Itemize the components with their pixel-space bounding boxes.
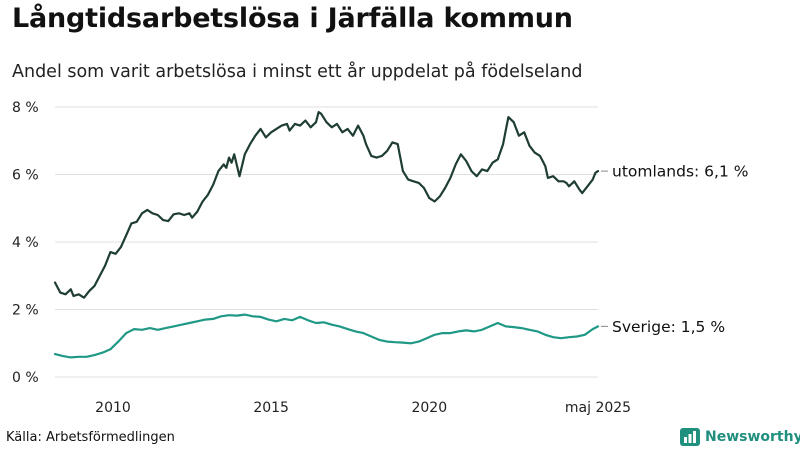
series-line-utomlands — [53, 111, 600, 299]
y-tick-label: 8 % — [12, 100, 39, 116]
y-tick-label: 0 % — [12, 370, 39, 386]
brand-logo: Newsworthy — [680, 427, 800, 447]
series-end-labels: utomlands: 6,1 % Sverige: 1,5 % — [601, 163, 748, 336]
y-tick-label: 4 % — [12, 235, 39, 251]
source-credit: Källa: Arbetsförmedlingen — [6, 430, 175, 445]
x-axis-ticks: 2010 2015 2020 maj 2025 — [95, 400, 631, 416]
end-label-sverige: Sverige: 1,5 % — [612, 318, 725, 336]
series-line-sverige — [53, 313, 600, 359]
brand-name: Newsworthy — [705, 429, 800, 445]
x-tick-label: 2020 — [411, 400, 447, 416]
chart-title: Långtidsarbetslösa i Järfälla kommun — [12, 3, 573, 34]
gridlines — [55, 106, 598, 378]
line-chart: 0 % 2 % 4 % 6 % 8 % 2010 2015 2020 maj 2025 uto… — [12, 100, 748, 416]
y-tick-label: 6 % — [12, 168, 39, 184]
y-tick-label: 2 % — [12, 303, 39, 319]
chart-subtitle: Andel som varit arbetslösa i minst ett å… — [12, 62, 583, 82]
x-tick-label: maj 2025 — [565, 400, 631, 416]
y-axis-ticks: 0 % 2 % 4 % 6 % 8 % — [12, 100, 39, 386]
bar-chart-icon — [680, 428, 700, 446]
x-tick-label: 2015 — [253, 400, 289, 416]
x-tick-label: 2010 — [95, 400, 131, 416]
series-lines — [53, 111, 600, 359]
end-label-utomlands: utomlands: 6,1 % — [612, 163, 748, 181]
